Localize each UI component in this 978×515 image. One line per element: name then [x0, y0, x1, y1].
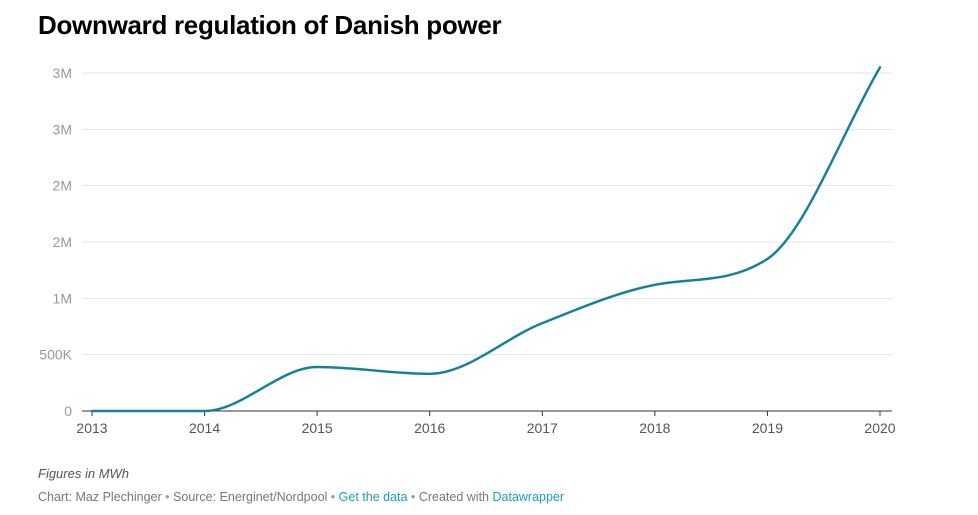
y-tick-label: 0	[64, 403, 72, 419]
x-tick-label: 2019	[752, 420, 783, 436]
x-tick-label: 2020	[864, 420, 895, 436]
footer-separator: •	[410, 490, 416, 504]
chart-title: Downward regulation of Danish power	[38, 10, 502, 40]
chart-footer: Chart: Maz Plechinger • Source: Energine…	[38, 490, 564, 504]
series-layer	[90, 66, 882, 413]
x-tick-label: 2017	[527, 420, 558, 436]
datawrapper-link[interactable]: Datawrapper	[492, 490, 565, 504]
footer-separator: •	[330, 490, 336, 504]
chart-credit: Chart: Maz Plechinger	[38, 490, 162, 504]
x-tick-label: 2018	[639, 420, 670, 436]
y-tick-label: 3M	[53, 65, 72, 81]
y-tick-label: 500K	[39, 347, 72, 363]
chart-source: Source: Energinet/Nordpool	[173, 490, 328, 504]
get-the-data-link[interactable]: Get the data	[338, 490, 408, 504]
series-line	[90, 66, 882, 413]
footer-separator: •	[165, 490, 170, 504]
created-with-text: Created with	[418, 490, 490, 504]
y-axis-ticks: 0 500K 1M 2M 2M 3M 3M	[39, 65, 72, 419]
x-tick-label: 2015	[302, 420, 333, 436]
x-tick-label: 2014	[189, 420, 220, 436]
x-axis-ticks: 2013 2014 2015 2016 2017 2018 2019 2020	[76, 411, 896, 436]
y-tick-label: 3M	[53, 121, 72, 137]
y-tick-label: 2M	[53, 178, 72, 194]
y-tick-label: 1M	[53, 290, 72, 306]
x-tick-label: 2016	[414, 420, 445, 436]
x-tick-label: 2013	[76, 420, 107, 436]
line-chart: 0 500K 1M 2M 2M 3M 3M 2013 2014 2015 2016 2017 2018…	[39, 65, 896, 436]
y-tick-label: 2M	[53, 234, 72, 250]
gridlines	[82, 72, 892, 412]
units-note: Figures in MWh	[38, 466, 130, 481]
